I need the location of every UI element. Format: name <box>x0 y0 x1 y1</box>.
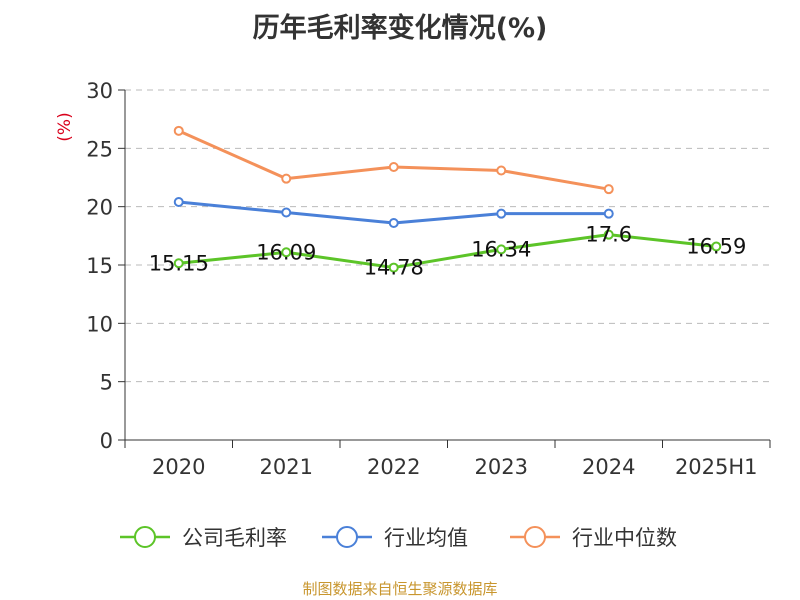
legend-marker <box>524 526 546 548</box>
legend-label: 行业中位数 <box>572 526 677 550</box>
data-point <box>281 173 292 184</box>
x-tick-label: 2020 <box>152 455 205 479</box>
chart-title: 历年毛利率变化情况(%) <box>252 13 548 44</box>
data-label: 14.78 <box>364 256 424 280</box>
data-point <box>173 197 184 207</box>
x-tick-label: 2024 <box>582 455 635 479</box>
data-labels: 15.15 16.09 14.78 16.34 17.6 16.59 <box>149 223 747 280</box>
data-label: 16.09 <box>256 240 316 264</box>
data-point <box>173 258 184 269</box>
y-tick-label: 0 <box>100 429 113 453</box>
data-point <box>281 207 292 218</box>
data-point <box>388 218 399 228</box>
data-label: 16.34 <box>471 237 531 261</box>
x-tick-label: 2025H1 <box>675 455 758 479</box>
data-point <box>603 229 614 240</box>
data-point <box>281 247 292 258</box>
data-point <box>603 184 614 195</box>
y-tick-label: 10 <box>86 312 113 336</box>
data-point <box>496 208 507 219</box>
data-point <box>496 165 507 176</box>
data-point <box>496 244 507 255</box>
legend-marker <box>134 526 156 548</box>
grid-lines <box>125 89 770 383</box>
data-label: 15.15 <box>149 251 209 275</box>
legend-label: 行业均值 <box>384 526 468 550</box>
series-line-0 <box>178 233 717 270</box>
data-point <box>603 208 614 219</box>
y-axis-label: (%) <box>55 112 75 141</box>
series-line-2 <box>178 129 610 191</box>
y-tick-label: 5 <box>100 371 113 395</box>
data-label: 17.6 <box>585 223 632 247</box>
x-tick-label: 2022 <box>367 455 420 479</box>
data-point <box>173 125 184 136</box>
source-note: 制图数据来自恒生聚源数据库 <box>302 580 498 598</box>
data-point <box>388 262 399 273</box>
x-tick-label: 2023 <box>475 455 528 479</box>
y-tick-label: 30 <box>86 79 113 103</box>
legend-label: 公司毛利率 <box>182 526 287 550</box>
legend-marker <box>336 526 358 548</box>
y-tick-label: 15 <box>86 254 113 278</box>
data-label: 16.59 <box>686 234 746 258</box>
data-point <box>388 162 399 172</box>
data-point <box>711 241 722 252</box>
y-tick-label: 25 <box>86 137 113 161</box>
x-tick-label: 2021 <box>260 455 313 479</box>
series-lines <box>173 125 722 273</box>
legend: 公司毛利率 行业均值 行业中位数 <box>120 526 677 550</box>
y-tick-label: 20 <box>86 196 113 220</box>
axes: 0 5 10 15 20 25 30 2020 2021 2022 2023 2024 2025H1 <box>86 79 771 479</box>
